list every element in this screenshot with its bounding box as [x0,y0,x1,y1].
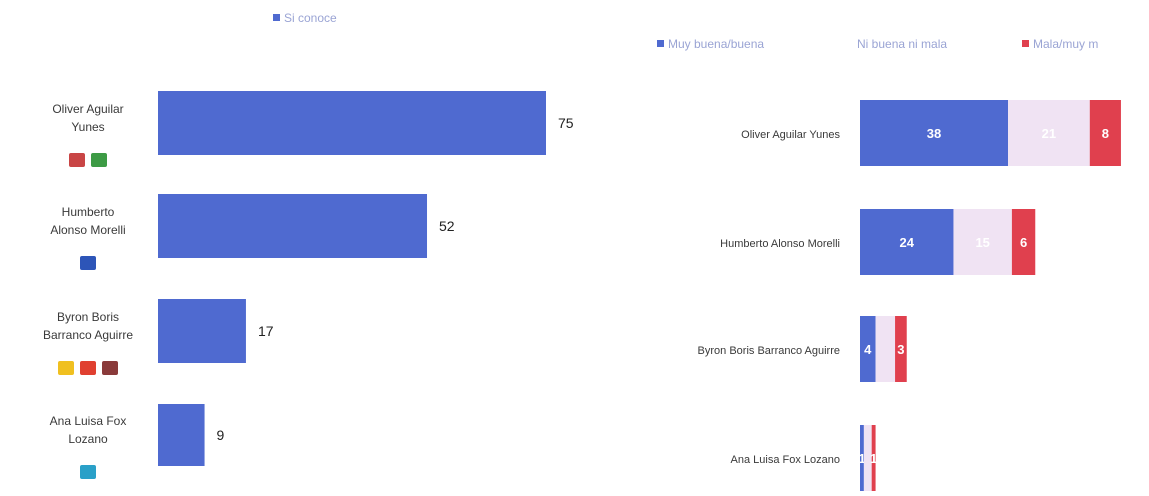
data-label-2-0: 8 [1102,126,1109,141]
pan-icon [80,256,96,270]
bar-segment-1-0 [1008,100,1090,166]
bar-segment-0-2 [860,316,876,382]
legend-swatch-si-conoce [273,14,280,21]
category-label-left-2-0: Byron Boris [57,310,119,324]
verde-icon [91,153,107,167]
data-label-0-1: 24 [900,235,915,250]
bar-segment-0-0 [860,100,1008,166]
data-label-si-conoce-2: 17 [258,323,274,339]
data-label-1-1: 15 [975,235,989,250]
category-label-right-0: Oliver Aguilar Yunes [741,129,840,141]
legend-label-si-conoce: Si conoce [284,11,337,25]
data-label-0-3: 1 [858,451,865,466]
bar-segment-1-2 [875,316,896,382]
pri-verde-icon [69,153,85,167]
nueva-alianza-icon [80,465,96,479]
bar-si-conoce-1 [158,194,428,258]
bar-segment-2-3 [871,425,876,491]
bar-segment-1-3 [863,425,872,491]
legend-label-2: Mala/muy m [1033,37,1098,51]
data-label-si-conoce-0: 75 [558,115,574,131]
category-label-right-2: Byron Boris Barranco Aguirre [698,345,840,357]
legend-swatch-0 [657,40,664,47]
data-label-2-2: 3 [897,342,904,357]
category-label-right-3: Ana Luisa Fox Lozano [731,454,840,466]
category-label-left-3-0: Ana Luisa Fox [50,414,127,428]
category-label-left-0-1: Yunes [71,120,104,134]
pt-icon [80,361,96,375]
bar-segment-1-1 [953,209,1012,275]
bar-segment-2-1 [1011,209,1036,275]
data-label-2-3: 1 [870,451,877,466]
category-label-right-1: Humberto Alonso Morelli [720,238,840,250]
category-label-left-1-0: Humberto [62,205,115,219]
bar-segment-0-3 [860,425,864,491]
bar-si-conoce-3 [158,404,205,466]
legend-swatch-2 [1022,40,1029,47]
data-label-si-conoce-3: 9 [217,427,225,443]
bar-segment-0-1 [860,209,954,275]
category-label-left-1-1: Alonso Morelli [50,223,125,237]
data-label-1-0: 21 [1042,126,1056,141]
morena-icon [102,361,118,375]
bar-segment-2-2 [895,316,907,382]
bar-si-conoce-0 [158,91,546,155]
legend-label-1: Ni buena ni mala [857,37,947,51]
category-label-left-0-0: Oliver Aguilar [52,102,123,116]
data-label-2-1: 6 [1020,235,1027,250]
prd-icon [58,361,74,375]
data-label-0-0: 38 [927,126,941,141]
bar-segment-2-0 [1089,100,1121,166]
legend-label-0: Muy buena/buena [668,37,764,51]
category-label-left-2-1: Barranco Aguirre [43,328,133,342]
data-label-si-conoce-1: 52 [439,218,455,234]
bar-si-conoce-2 [158,299,246,363]
category-label-left-3-1: Lozano [68,432,108,446]
data-label-0-2: 4 [864,342,872,357]
